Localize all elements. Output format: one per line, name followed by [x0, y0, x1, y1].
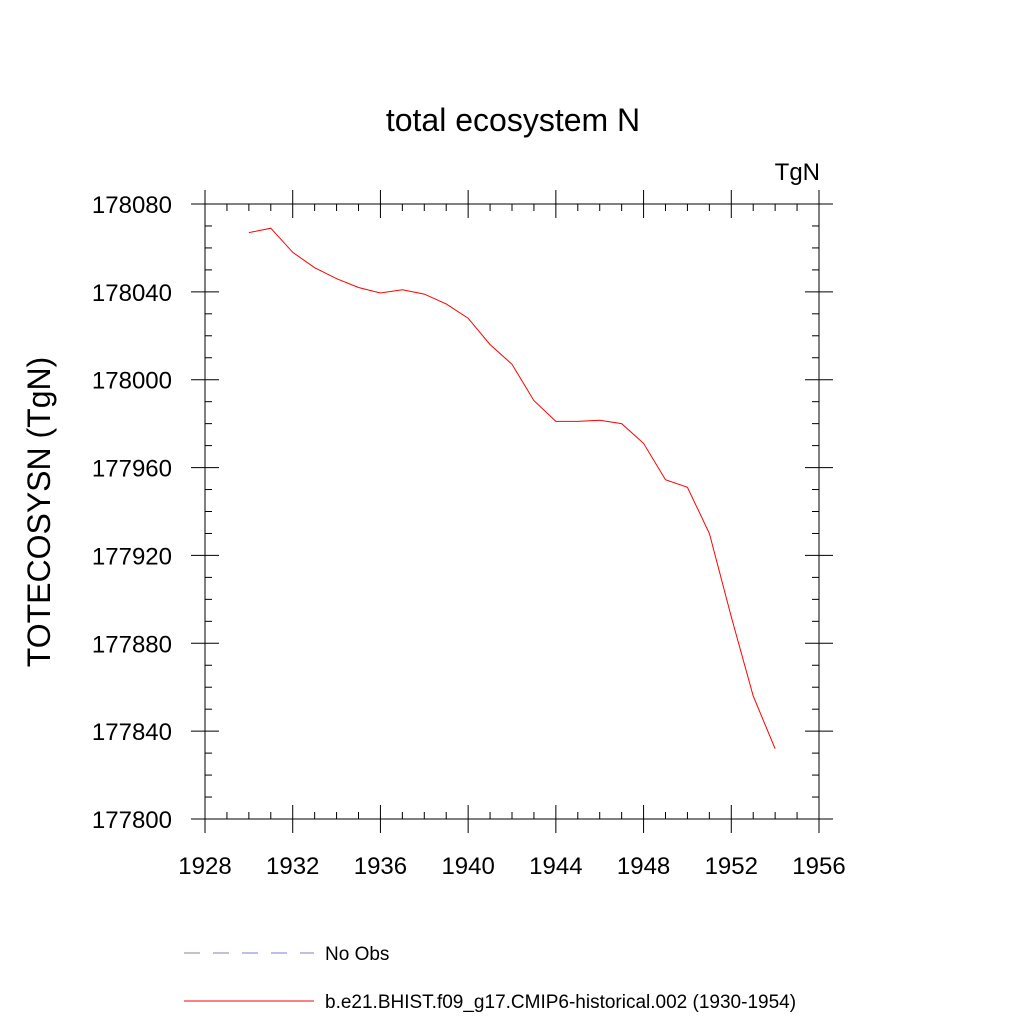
y-tick-label: 177880 — [92, 631, 172, 658]
plot-lines — [248, 227, 776, 749]
plot-frame — [204, 203, 820, 820]
axes: 177800 177840 177880 177920 177960 178000 1780… — [92, 190, 846, 880]
series-line — [248, 227, 776, 749]
legend-label: No Obs — [325, 944, 389, 965]
x-tick-label: 1952 — [705, 853, 758, 880]
y-tick-label: 178040 — [92, 280, 172, 307]
legend: No Obs b.e21.BHIST.f09_g17.CMIP6-historic… — [184, 944, 796, 1013]
y-tick-label: 178000 — [92, 368, 172, 395]
y-tick-label: 177840 — [92, 719, 172, 746]
x-tick-label: 1956 — [792, 853, 845, 880]
y-tick-label: 177960 — [92, 456, 172, 483]
legend-label: b.e21.BHIST.f09_g17.CMIP6-historical.002… — [325, 992, 796, 1013]
x-tick-label: 1928 — [178, 853, 231, 880]
x-tick-label: 1932 — [266, 853, 319, 880]
x-tick-label: 1948 — [617, 853, 670, 880]
units-label: TgN — [775, 159, 820, 186]
y-tick-label: 177920 — [92, 543, 172, 570]
x-tick-label: 1944 — [529, 853, 582, 880]
x-tick-label: 1936 — [354, 853, 407, 880]
chart-title: total ecosystem N — [386, 102, 640, 138]
y-tick-label: 178080 — [92, 192, 172, 219]
x-tick-label: 1940 — [441, 853, 494, 880]
y-axis-label: TOTECOSYSN (TgN) — [21, 357, 57, 668]
y-tick-label: 177800 — [92, 807, 172, 834]
